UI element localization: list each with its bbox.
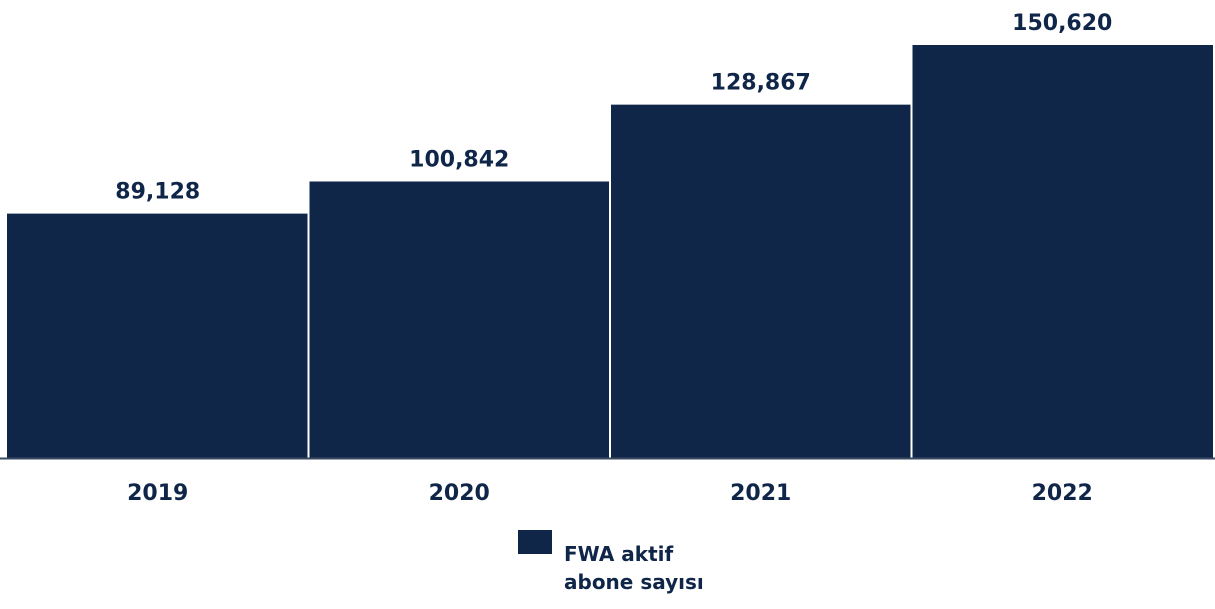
- value-label-2019: 89,128: [115, 180, 200, 205]
- value-label-2020: 100,842: [409, 147, 509, 172]
- x-tick-labels-group: 2019 2020 2021 2022: [127, 481, 1093, 506]
- bars-group: [7, 45, 1213, 458]
- legend-swatch: [518, 530, 552, 554]
- x-tick-label-2020: 2020: [429, 481, 490, 506]
- value-label-2021: 128,867: [711, 71, 811, 96]
- value-labels-group: 89,128 100,842 128,867 150,620: [115, 11, 1112, 205]
- x-tick-label-2019: 2019: [127, 481, 188, 506]
- legend: FWA aktif abone sayısı: [518, 530, 744, 596]
- bar-2019: [7, 213, 308, 458]
- bar-2022: [912, 45, 1213, 458]
- bar-2021: [611, 104, 911, 458]
- legend-label: FWA aktif abone sayısı: [564, 542, 704, 594]
- x-tick-label-2021: 2021: [730, 481, 791, 506]
- x-tick-label-2022: 2022: [1032, 481, 1093, 506]
- value-label-2022: 150,620: [1012, 11, 1112, 36]
- bar-2020: [309, 181, 609, 458]
